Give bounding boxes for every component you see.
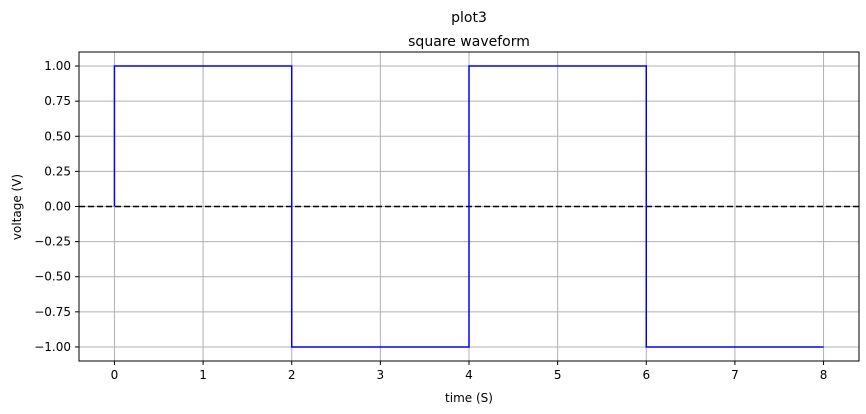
y-tick-label: −0.75 xyxy=(34,305,71,319)
x-tick-label: 3 xyxy=(377,368,385,382)
chart-subtitle: square waveform xyxy=(408,34,530,50)
x-tick-label: 0 xyxy=(111,368,119,382)
x-tick-label: 8 xyxy=(820,368,828,382)
series-layer xyxy=(113,65,824,348)
x-tick-label: 2 xyxy=(288,368,296,382)
y-tick-label: 0.00 xyxy=(44,200,71,214)
x-tick-label: 1 xyxy=(199,368,207,382)
x-tick-label: 6 xyxy=(642,368,650,382)
x-axis-label: time (S) xyxy=(445,391,493,405)
y-tick-label: −0.50 xyxy=(34,270,71,284)
y-tick-label: −0.25 xyxy=(34,235,71,249)
y-axis-label: voltage (V) xyxy=(10,174,24,240)
y-axis-ticks: 1.00 0.75 0.50 0.25 0.00 −0.25 −0.50 −0.75 −1.00 xyxy=(34,59,79,354)
y-tick-label: 0.75 xyxy=(44,94,71,108)
y-tick-label: 1.00 xyxy=(44,59,71,73)
x-axis-ticks: 0 1 2 3 4 5 6 7 8 xyxy=(111,361,828,382)
x-tick-label: 4 xyxy=(465,368,473,382)
square-wave-line xyxy=(113,65,824,348)
chart-title: plot3 xyxy=(451,10,487,26)
x-tick-label: 7 xyxy=(731,368,739,382)
x-tick-label: 5 xyxy=(554,368,562,382)
y-tick-label: −1.00 xyxy=(34,340,71,354)
y-tick-label: 0.25 xyxy=(44,164,71,178)
y-tick-label: 0.50 xyxy=(44,129,71,143)
